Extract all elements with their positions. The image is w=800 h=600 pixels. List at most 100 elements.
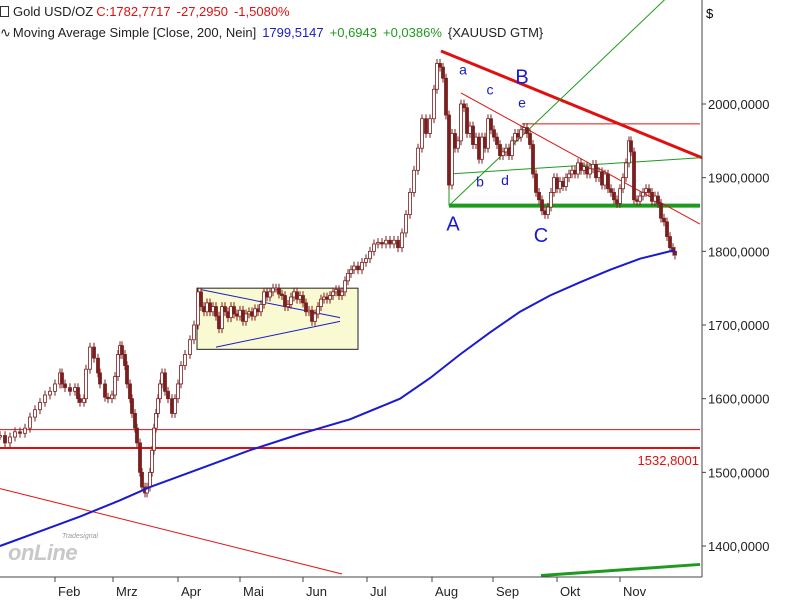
trend-line-5 [540, 562, 701, 577]
price-candle [208, 302, 212, 313]
trend-line-2 [0, 488, 343, 575]
price-candle [298, 295, 302, 300]
price-candle [334, 289, 338, 293]
price-candle [543, 210, 547, 215]
price-candle [340, 291, 344, 296]
price-candle [183, 354, 187, 366]
price-candle [588, 168, 592, 175]
price-candle [128, 383, 132, 400]
price-candle [624, 162, 628, 179]
price-candle [179, 365, 183, 385]
price-candle [214, 306, 218, 317]
trend-line-7 [215, 320, 341, 348]
moving-average-line [0, 250, 675, 547]
price-candle [638, 195, 642, 202]
price-candle [140, 471, 144, 488]
trend-line-0 [440, 49, 702, 160]
price-candle [229, 306, 233, 319]
price-candle [647, 188, 651, 193]
price-candle [594, 164, 598, 179]
price-candle [292, 291, 296, 298]
price-candle [289, 296, 293, 305]
price-candle [465, 107, 469, 134]
price-candle [106, 396, 110, 400]
price-candle [653, 195, 657, 202]
price-candle [644, 188, 648, 193]
price-candle [202, 306, 206, 313]
price-candle [561, 180, 565, 187]
price-candle [310, 309, 314, 322]
price-candle [635, 199, 639, 202]
price-candle [507, 147, 511, 156]
price-candle [420, 118, 424, 149]
price-candle [271, 287, 275, 293]
x-tick-label: Jul [370, 584, 387, 599]
ma-change: +0,6943 [329, 25, 377, 40]
price-candle [591, 164, 595, 170]
price-candle [579, 162, 583, 171]
price-candle [18, 431, 22, 434]
price-candle [501, 151, 505, 156]
x-tick-label: Jun [306, 584, 327, 599]
price-candle [82, 398, 86, 403]
x-tick-label: Sep [496, 584, 519, 599]
price-candle [432, 88, 436, 120]
price-candle [280, 293, 284, 296]
price-candle [163, 372, 167, 392]
price-candle [235, 313, 239, 317]
annotation-a: a [459, 62, 467, 78]
price-candle [150, 449, 154, 473]
price-candle [558, 180, 562, 190]
price-candle [232, 306, 236, 315]
price-candle [322, 296, 326, 300]
x-tick-label: Apr [181, 584, 202, 599]
price-candle [444, 77, 448, 116]
price-candle [368, 250, 372, 260]
price-candle [424, 118, 428, 134]
price-candle [176, 383, 180, 400]
price-candle [199, 291, 203, 307]
watermark: Tradesignal onLine [8, 533, 108, 565]
price-candle [555, 177, 559, 190]
price-candle [256, 308, 260, 313]
price-candle [615, 199, 619, 204]
window-icon [0, 6, 9, 17]
change-value: -27,2950 [176, 4, 228, 19]
price-candle [138, 442, 142, 473]
price-candle [662, 217, 666, 223]
price-candle [462, 103, 466, 109]
price-candle [372, 243, 376, 252]
price-candle [659, 203, 663, 219]
price-candle [268, 291, 272, 298]
price-candle [346, 273, 350, 282]
price-candle [492, 129, 496, 138]
annotation-A: A [446, 214, 460, 236]
price-candle [400, 232, 404, 249]
price-candle [103, 383, 107, 398]
y-tick-label: 2000,0000 [708, 97, 769, 112]
price-candle [609, 188, 613, 193]
currency-symbol: $ [706, 6, 714, 21]
price-candle [301, 295, 305, 304]
price-candle [73, 387, 77, 392]
price-candle [244, 313, 248, 322]
annotation-C: C [534, 225, 548, 247]
y-tick-label: 1700,0000 [708, 318, 769, 333]
price-candle [564, 177, 568, 187]
price-candle [489, 118, 493, 131]
price-candle [428, 118, 432, 134]
price-candle [656, 195, 660, 204]
price-candle [156, 398, 160, 414]
watermark-small: Tradesignal [62, 533, 99, 540]
price-candle [459, 103, 463, 142]
price-candle [392, 239, 396, 245]
close-value: C:1782,7717 [96, 4, 171, 19]
price-candle [96, 357, 100, 374]
price-candle [262, 291, 266, 305]
price-candle [8, 436, 12, 444]
price-candle [133, 413, 137, 429]
price-candle [412, 169, 416, 193]
annotation-c: c [487, 81, 494, 97]
